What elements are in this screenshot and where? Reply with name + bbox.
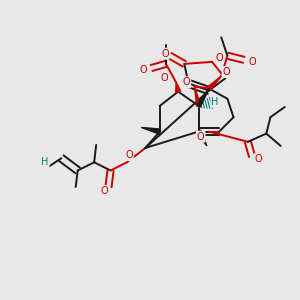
Polygon shape bbox=[208, 76, 221, 90]
Text: O: O bbox=[197, 132, 205, 142]
Text: H: H bbox=[41, 157, 49, 167]
Text: O: O bbox=[100, 186, 108, 196]
Text: O: O bbox=[161, 49, 169, 59]
Text: O: O bbox=[183, 77, 190, 87]
Text: O: O bbox=[254, 154, 262, 164]
Polygon shape bbox=[176, 82, 181, 92]
Text: O: O bbox=[140, 65, 147, 75]
Text: O: O bbox=[160, 73, 168, 83]
Text: O: O bbox=[248, 57, 256, 67]
Text: O: O bbox=[125, 150, 133, 160]
Polygon shape bbox=[197, 88, 209, 107]
Text: O: O bbox=[215, 53, 223, 63]
Text: H: H bbox=[212, 97, 219, 107]
Polygon shape bbox=[195, 86, 201, 106]
Polygon shape bbox=[141, 128, 160, 134]
Polygon shape bbox=[196, 130, 207, 146]
Text: O: O bbox=[223, 67, 230, 77]
